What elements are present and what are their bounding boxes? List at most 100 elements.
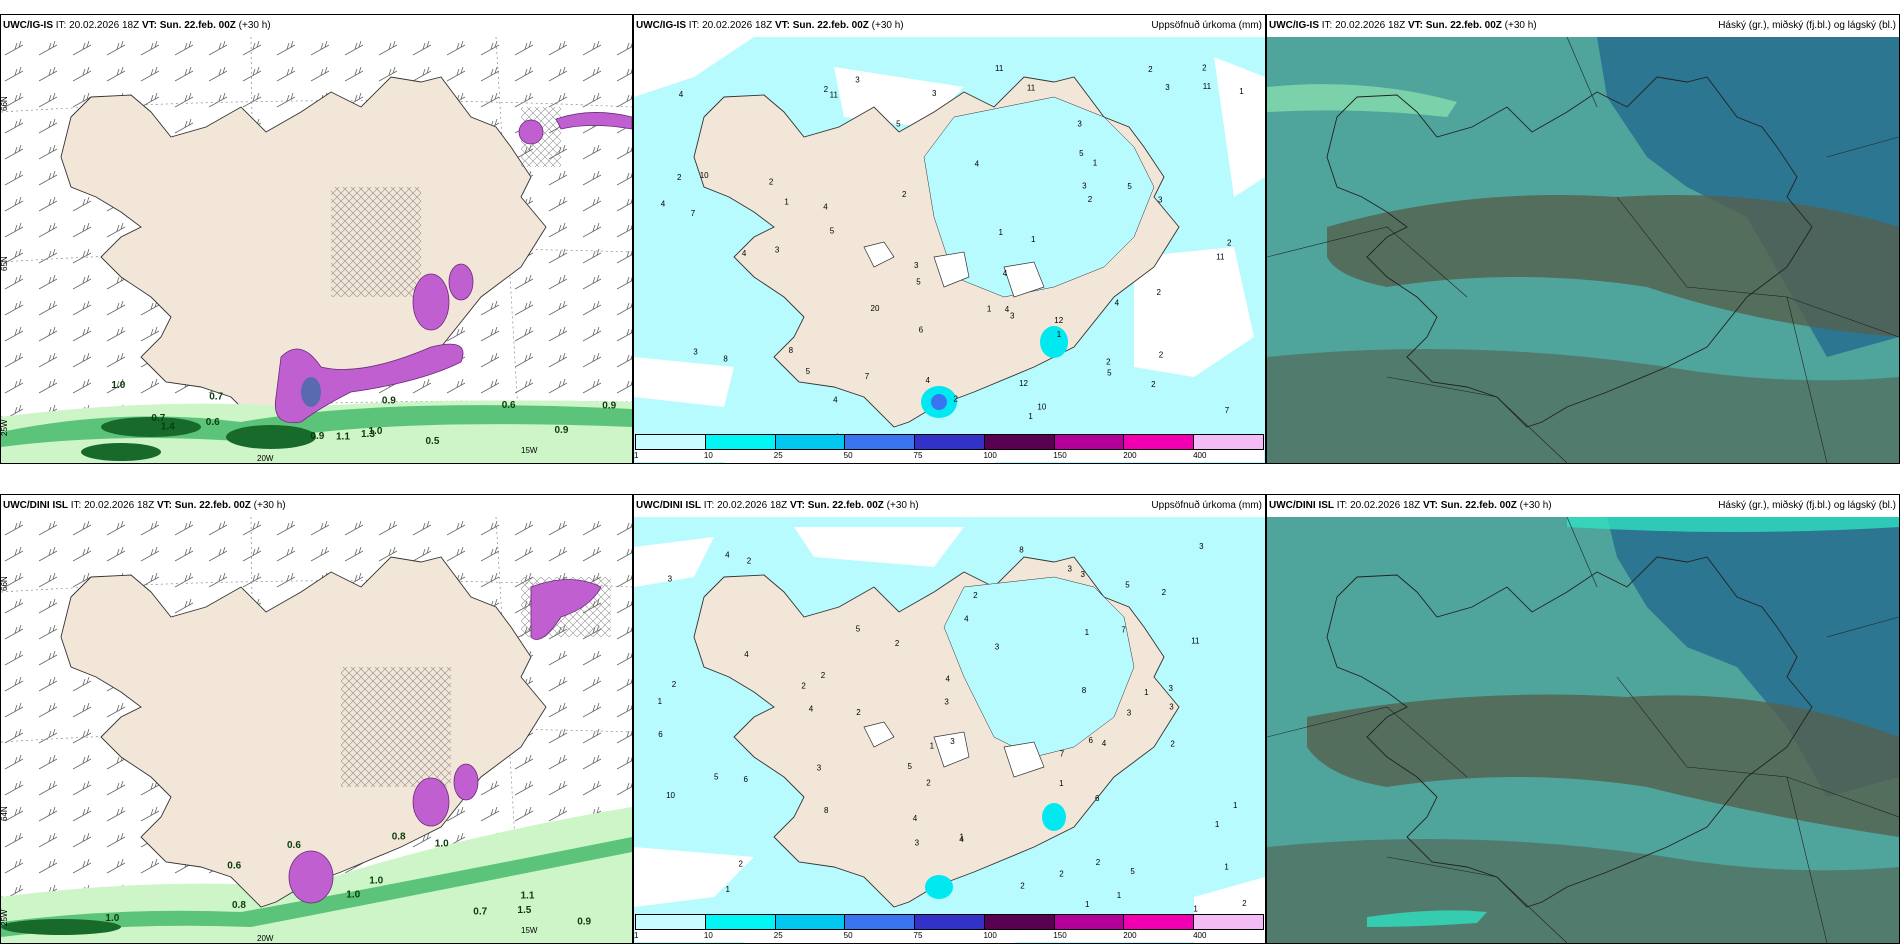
precip-value-label: 1 <box>658 697 663 706</box>
precip-value-label: 5 <box>830 227 835 236</box>
precip-value-label: 5 <box>908 762 913 771</box>
precip-panel-dini[interactable]: UWC/DINI ISL IT: 20.02.2026 18Z VT: Sun.… <box>633 494 1266 944</box>
precip-value-label: 1 <box>1239 87 1244 96</box>
colorbar-label: 200 <box>1123 931 1137 940</box>
wind-panel-dini[interactable]: UWC/DINI ISL IT: 20.02.2026 18Z VT: Sun.… <box>0 494 633 944</box>
precip-value-label: 2 <box>973 591 978 600</box>
cloud-map[interactable] <box>1267 517 1899 943</box>
init-time: 20.02.2026 18Z <box>1335 20 1406 31</box>
precip-value-label: 1 <box>930 742 935 751</box>
lon-label-15w: 15W <box>521 926 538 935</box>
precip-value-label: 1 <box>1144 688 1149 697</box>
precip-value-label: 1 <box>1224 863 1229 872</box>
precip-blue-core <box>931 394 947 410</box>
precip-value-label: 7 <box>691 209 696 218</box>
lon-label-20w: 20W <box>257 934 274 943</box>
precip-value-label: 2 <box>1096 858 1101 867</box>
lat-label-66n: 66N <box>1 576 9 591</box>
wind-value-label: 1.5 <box>517 905 531 916</box>
colorbar-swatch <box>1054 435 1125 449</box>
lead-time: (+30 h) <box>886 500 919 511</box>
precip-value-label: 2 <box>739 859 744 868</box>
precip-value-label: 7 <box>1121 625 1126 634</box>
wind-value-label: 1.0 <box>369 876 383 887</box>
lon-label-20w: 20W <box>257 454 274 463</box>
cloud-mid-field <box>1307 694 1899 837</box>
precip-value-label: 4 <box>1115 298 1120 307</box>
precip-value-label: 3 <box>914 261 919 270</box>
precip-dry-areas <box>634 527 1265 943</box>
precip-value-label: 4 <box>926 376 931 385</box>
precip-value-label: 3 <box>1077 119 1082 128</box>
cloud-map[interactable] <box>1267 37 1899 463</box>
lon-label-25w: 25W <box>1 909 9 926</box>
precip-value-label: 2 <box>1159 350 1164 359</box>
cloud-panel-igis[interactable]: UWC/IG-IS IT: 20.02.2026 18Z VT: Sun. 22… <box>1266 14 1900 464</box>
colorbar-swatch <box>775 435 846 449</box>
hatched-area <box>341 667 451 787</box>
precip-value-label: 4 <box>946 675 951 684</box>
precip-value-label: 2 <box>769 178 774 187</box>
precip-value-label: 11 <box>995 64 1004 73</box>
lead-time: (+30 h) <box>1504 20 1537 31</box>
precip-value-label: 6 <box>1095 794 1100 803</box>
wind-map[interactable]: 1.0 1.1 1.0 1.0 0.6 0.8 1.5 1.0 0.7 0.8 0.9 0.6 66N… <box>1 517 632 943</box>
purple-core-2 <box>412 273 450 331</box>
wind-map[interactable]: 0.9 1.0 0.9 1.0 0.9 1.4 1.3 0.7 0.6 0.7 0.6 0.9 1.1 0… <box>1 37 632 463</box>
wind-value-label: 0.9 <box>577 917 591 928</box>
precip-value-label: 11 <box>1191 636 1200 645</box>
precip-value-label: 2 <box>1170 739 1175 748</box>
valid-time: Sun. 22.feb. 00Z <box>174 500 251 511</box>
precip-value-label: 4 <box>1102 739 1107 748</box>
precip-panel-igis[interactable]: UWC/IG-IS IT: 20.02.2026 18Z VT: Sun. 22… <box>633 14 1266 464</box>
init-time: 20.02.2026 18Z <box>717 500 788 511</box>
wind-panel-igis[interactable]: UWC/IG-IS IT: 20.02.2026 18Z VT: Sun. 22… <box>0 14 633 464</box>
cloud-title: Háský (gr.), miðský (fj.bl.) og lágský (… <box>1718 20 1896 31</box>
wind-map-svg: 1.0 1.1 1.0 1.0 0.6 0.8 1.5 1.0 0.7 0.8 0.9 0.6 66N… <box>1 517 632 943</box>
precip-value-label: 5 <box>714 772 719 781</box>
precip-value-label: 4 <box>742 249 747 258</box>
precip-colorbar: 1 10 25 50 75 100 150 200 400 <box>634 434 1264 462</box>
precip-value-label: 2 <box>1202 64 1207 73</box>
precip-value-label: 3 <box>1169 702 1174 711</box>
precip-value-label: 2 <box>1148 65 1153 74</box>
precip-map[interactable]: 10 11 8 2 5 12 11 5 5 5 8 2 3 4 2 2 7 3 4 3 2 3 4 5 1 1 3 1 2 5 1 2 3 7 3 4… <box>634 37 1265 463</box>
precip-value-label: 5 <box>916 278 921 287</box>
wind-value-label: 0.9 <box>555 425 569 436</box>
precip-map[interactable]: 1 1 1 1 2 7 3 4 1 1 6 7 10 6 8 1 2 5 5 2 2 6 8 3 3 2 4 1 2 6 11 8 2 2 2 1 3 3… <box>634 517 1265 943</box>
purple-core-2 <box>412 777 450 827</box>
precip-value-label: 4 <box>1003 269 1008 278</box>
precip-value-label: 8 <box>1019 545 1024 554</box>
cloud-map-svg <box>1267 517 1899 943</box>
cloud-mid-field <box>1327 195 1899 337</box>
colorbar-swatch <box>845 435 916 449</box>
precip-value-label: 8 <box>723 354 728 363</box>
precip-value-label: 1 <box>1031 235 1036 244</box>
precip-value-label: 4 <box>833 396 838 405</box>
panel-header: UWC/IG-IS IT: 20.02.2026 18Z VT: Sun. 22… <box>1267 15 1899 37</box>
precip-value-label: 1 <box>1193 904 1198 913</box>
precip-value-label: 3 <box>1081 570 1086 579</box>
purple-core <box>274 343 464 424</box>
purple-core-3 <box>453 763 479 801</box>
precip-value-label: 1 <box>1215 820 1220 829</box>
precip-value-label: 11 <box>1216 252 1225 261</box>
init-time: 20.02.2026 18Z <box>84 500 155 511</box>
wind-value-label: 1.1 <box>521 891 535 902</box>
init-time: 20.02.2026 18Z <box>702 20 773 31</box>
precip-value-label: 3 <box>1010 312 1015 321</box>
cloud-panel-dini[interactable]: UWC/DINI ISL IT: 20.02.2026 18Z VT: Sun.… <box>1266 494 1900 944</box>
cloud-green-streak <box>1267 84 1457 117</box>
colorbar-label: 100 <box>983 931 997 940</box>
precip-value-label: 3 <box>932 89 937 98</box>
precip-value-label: 4 <box>823 203 828 212</box>
precip-value-label: 2 <box>1162 588 1167 597</box>
iceland-coastline <box>1326 76 1813 428</box>
precip-value-label: 2 <box>1151 380 1156 389</box>
cloud-title: Háský (gr.), miðský (fj.bl.) og lágský (… <box>1718 500 1896 511</box>
precip-value-label: 2 <box>902 190 907 199</box>
precip-value-label: 4 <box>725 550 730 559</box>
lat-label-65n: 65N <box>1 256 9 271</box>
precip-value-label: 3 <box>1169 684 1174 693</box>
colorbar-label: 50 <box>843 931 853 940</box>
